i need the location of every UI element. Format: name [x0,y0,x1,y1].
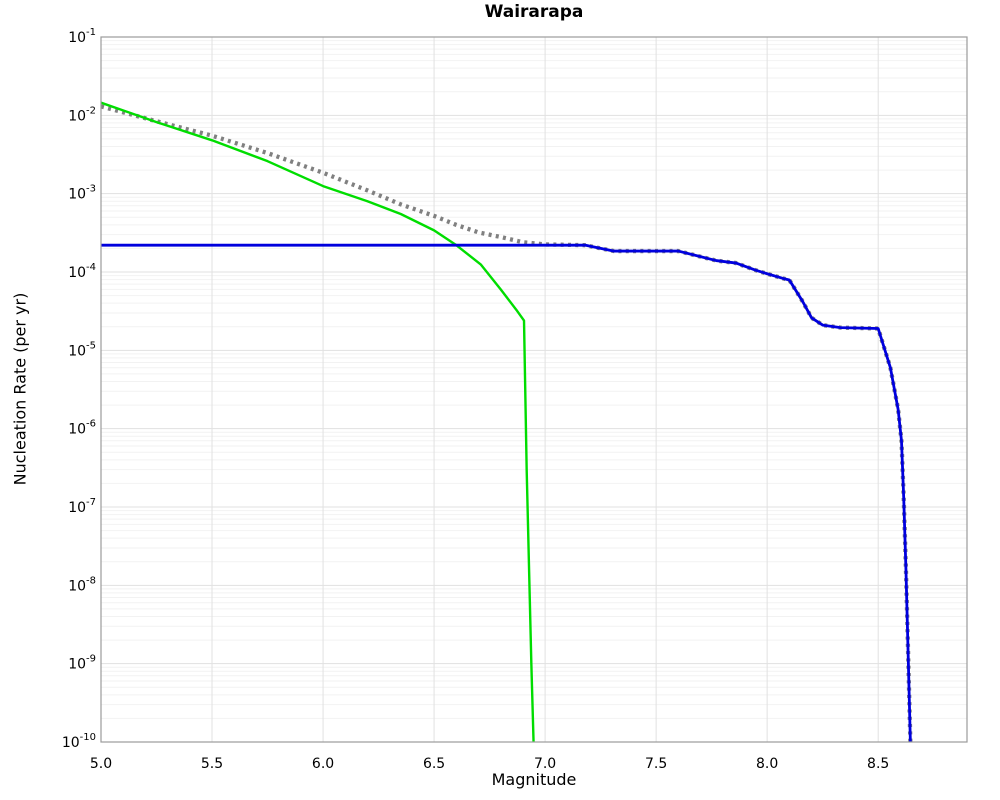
plot-border [100,36,968,743]
svg-text:6.5: 6.5 [423,756,445,772]
svg-text:10-9: 10-9 [68,654,96,673]
y-tick-labels: 10-1 10-2 10-3 10-4 10-5 10-6 10-7 10-8 10-9 10-1… [62,27,96,751]
svg-text:10-6: 10-6 [68,419,96,438]
svg-text:10-3: 10-3 [68,184,96,203]
svg-text:7.5: 7.5 [645,756,667,772]
svg-text:7.0: 7.0 [534,756,556,772]
svg-text:8.5: 8.5 [867,756,889,772]
series-group [101,101,913,743]
blue-solid-curve [101,243,912,743]
grid-major-h-lines [101,36,967,743]
svg-text:10-5: 10-5 [68,340,96,359]
y-axis-label: Nucleation Rate (per yr) [10,292,30,486]
svg-text:10-8: 10-8 [68,575,96,594]
svg-text:6.0: 6.0 [312,756,334,772]
svg-text:10-1: 10-1 [68,27,96,46]
svg-text:10-10: 10-10 [62,732,96,751]
svg-text:5.5: 5.5 [201,756,223,772]
grid-minor-lines [101,40,967,719]
x-axis-label: Magnitude [491,770,577,789]
green-solid-curve [101,101,535,743]
chart-title: Wairarapa [484,2,584,22]
svg-text:10-2: 10-2 [68,105,96,124]
x-tick-labels: 5.0 5.5 6.0 6.5 7.0 7.5 8.0 8.5 [90,756,889,772]
svg-text:10-7: 10-7 [68,497,96,516]
svg-text:8.0: 8.0 [756,756,778,772]
svg-text:5.0: 5.0 [90,756,112,772]
svg-text:10-4: 10-4 [68,262,96,281]
